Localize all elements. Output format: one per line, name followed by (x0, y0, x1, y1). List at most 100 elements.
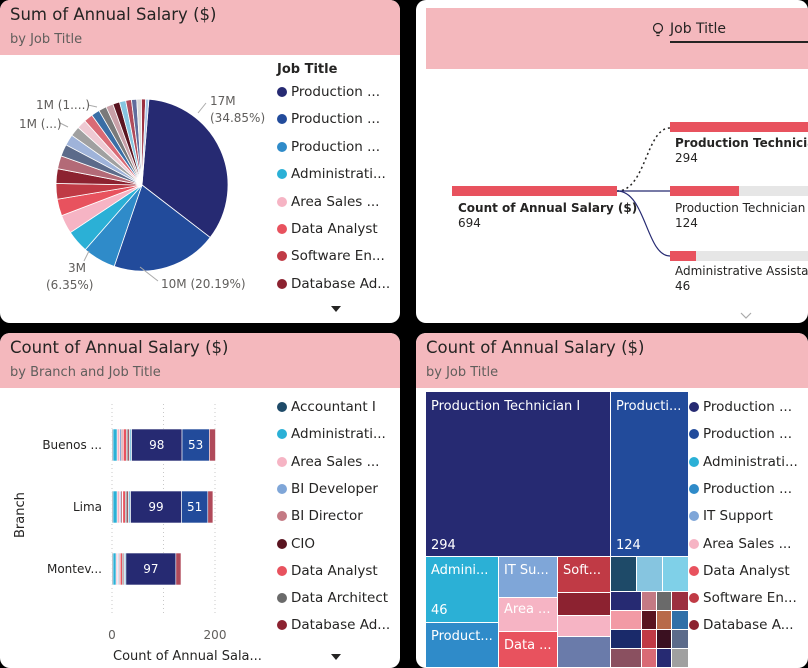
pie-legend-item[interactable]: Area Sales ... (277, 194, 379, 210)
bar-legend-item[interactable]: Data Analyst (277, 563, 378, 579)
treemap-tile-small-c[interactable] (611, 557, 636, 591)
treemap-tile-small-u[interactable] (672, 649, 688, 667)
treemap-tile-small-q[interactable] (672, 630, 688, 648)
pie-legend-item[interactable]: Software En... (277, 248, 385, 264)
treemap-tile-small-r[interactable] (611, 649, 641, 667)
bar-segment[interactable] (131, 428, 183, 462)
decomposition-tree[interactable]: Count of Annual Salary ($) 694 Productio… (416, 0, 808, 323)
treemap-legend-item[interactable]: Production ... (689, 399, 792, 415)
bar-segment[interactable] (128, 490, 131, 524)
pie-slice[interactable] (141, 98, 229, 239)
pie-label-3m-value: 3M (68, 261, 86, 275)
treemap-tile-small-f[interactable] (611, 592, 641, 610)
treemap-tile-small-g[interactable] (642, 592, 656, 610)
treemap-tile-production-manager[interactable] (426, 623, 498, 667)
bar-segment[interactable] (116, 490, 121, 524)
decomposition-tree-card[interactable]: Job Title Count of Annual Salary ($) 694… (416, 0, 808, 323)
treemap-tile-small-a[interactable] (558, 616, 610, 636)
treemap-tile-small-o[interactable] (642, 630, 656, 648)
pie-legend-item[interactable]: Database Ad... (277, 276, 390, 292)
bar-segment[interactable] (125, 552, 177, 586)
bar-segment[interactable] (116, 428, 121, 462)
bar-segment[interactable] (209, 428, 216, 462)
treemap-tile-production-technician-i[interactable] (426, 392, 610, 556)
bar-segments[interactable]: 98 53 99 51 97 (111, 428, 216, 586)
bar-legend-item[interactable]: Database Ad... (277, 617, 390, 633)
treemap-legend-item[interactable]: Production ... (689, 426, 792, 442)
bar-segment[interactable] (112, 490, 118, 524)
pie-legend-item[interactable]: Administrati... (277, 166, 386, 182)
treemap-legend-item[interactable]: Software En... (689, 590, 797, 606)
pie-legend-more-icon[interactable] (331, 306, 341, 312)
pie-slice[interactable] (141, 98, 150, 186)
decomp-scroll-down-icon[interactable] (740, 312, 752, 319)
treemap-tile-data-analyst[interactable] (499, 632, 557, 667)
treemap[interactable]: Production Technician I 294 Producti... … (426, 392, 688, 667)
bar-segment[interactable] (112, 552, 117, 586)
treemap-tile-small-e[interactable] (663, 557, 688, 591)
treemap-legend-item[interactable]: Administrati... (689, 454, 798, 470)
bar-segment[interactable] (207, 490, 214, 524)
decomp-node-1-bar[interactable] (670, 122, 808, 132)
pie-chart[interactable]: 17M (34.85%) 10M (20.19%) 3M (6.35%) 1M … (0, 55, 400, 323)
treemap-tile-small-k[interactable] (642, 611, 656, 629)
treemap-tile-it-support[interactable] (499, 557, 557, 597)
pie-legend-item[interactable]: Production ... (277, 84, 380, 100)
decomp-root-bar[interactable] (452, 186, 617, 196)
treemap-tile-production-technician-ii[interactable] (611, 392, 688, 556)
bar-legend-item[interactable]: Area Sales ... (277, 454, 379, 470)
pie-legend-item[interactable]: Production ... (277, 139, 380, 155)
stacked-bar-chart[interactable]: Branch Count of Annual Sala... 0 200 Bue… (0, 388, 270, 668)
treemap-legend-label: Area Sales ... (703, 535, 792, 552)
pie-slice[interactable] (113, 184, 211, 272)
bar-segment[interactable] (181, 490, 209, 524)
treemap-tile-small-b[interactable] (558, 637, 610, 667)
treemap-tile-software-engineer[interactable] (558, 557, 610, 592)
bar-segment[interactable] (181, 428, 210, 462)
bar-legend-more-icon[interactable] (331, 654, 341, 660)
bar-segment[interactable] (130, 490, 182, 524)
treemap-tile-small-n[interactable] (611, 630, 641, 648)
bar-segment[interactable] (112, 428, 118, 462)
treemap-card[interactable]: Count of Annual Salary ($) by Job Title … (416, 333, 808, 668)
treemap-tile-small-s[interactable] (642, 649, 656, 667)
legend-dot-icon (277, 196, 287, 207)
bar-segment[interactable] (129, 428, 132, 462)
pie-legend-item[interactable]: Production ... (277, 111, 380, 127)
decomp-level-label[interactable]: Job Title (670, 21, 727, 37)
treemap-tile-area-sales[interactable] (499, 598, 557, 631)
treemap-legend-item[interactable]: Database A... (689, 617, 794, 633)
treemap-legend-item[interactable]: Production ... (689, 481, 792, 497)
bar-legend-item[interactable]: Accountant I (277, 399, 376, 415)
decomp-node-3-bar[interactable] (670, 251, 696, 261)
treemap-tile-small-h[interactable] (657, 592, 671, 610)
treemap-legend-item[interactable]: Data Analyst (689, 563, 790, 579)
treemap-tile-small-t[interactable] (657, 649, 671, 667)
bar-segment[interactable] (119, 552, 123, 586)
bar-legend-item[interactable]: Administrati... (277, 426, 386, 442)
treemap-tile-4-label: IT Su... (504, 563, 549, 578)
treemap-tile-small-l[interactable] (657, 611, 671, 629)
bar-segment[interactable] (175, 552, 182, 586)
decomp-node-2-bar[interactable] (670, 186, 739, 196)
bar-category-label: Montev... (47, 562, 102, 576)
treemap-tile-small-j[interactable] (611, 611, 641, 629)
bar-legend-item[interactable]: CIO (277, 536, 315, 552)
treemap-tile-small-i[interactable] (672, 592, 688, 610)
pie-slices[interactable] (55, 98, 229, 272)
bar-segment[interactable] (122, 490, 126, 524)
bar-legend-item[interactable]: BI Developer (277, 481, 378, 497)
pie-legend-item[interactable]: Data Analyst (277, 221, 378, 237)
bar-legend-item[interactable]: BI Director (277, 508, 363, 524)
bar-segment[interactable] (123, 428, 127, 462)
treemap-tile-small-m[interactable] (672, 611, 688, 629)
bar-legend-item[interactable]: Data Architect (277, 590, 388, 606)
treemap-tile-small-d[interactable] (637, 557, 662, 591)
treemap-legend-item[interactable]: IT Support (689, 508, 773, 524)
stacked-bar-card[interactable]: Count of Annual Salary ($) by Branch and… (0, 333, 400, 668)
treemap-tile-administrative-assistant[interactable] (426, 557, 498, 622)
treemap-tile-small-p[interactable] (657, 630, 671, 648)
treemap-legend-item[interactable]: Area Sales ... (689, 536, 791, 552)
pie-chart-card[interactable]: Sum of Annual Salary ($) by Job Title 17… (0, 0, 400, 323)
treemap-tile-database-admin[interactable] (558, 593, 610, 615)
